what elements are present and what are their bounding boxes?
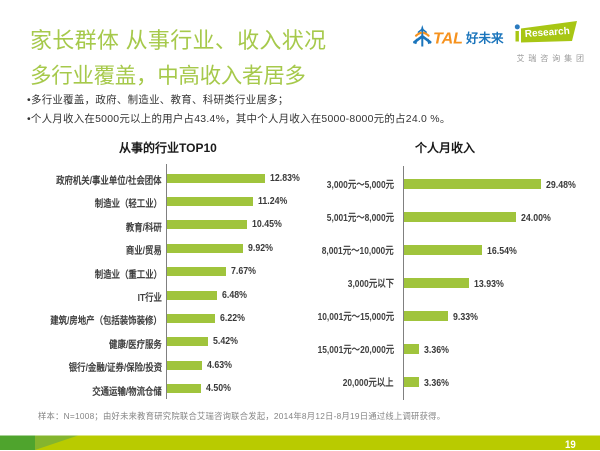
svg-text:Research: Research <box>524 26 570 40</box>
svg-text:艾瑞咨询集团: 艾瑞咨询集团 <box>517 53 588 63</box>
svg-text:好未来: 好未来 <box>465 31 504 46</box>
svg-text:TAL: TAL <box>433 31 463 48</box>
